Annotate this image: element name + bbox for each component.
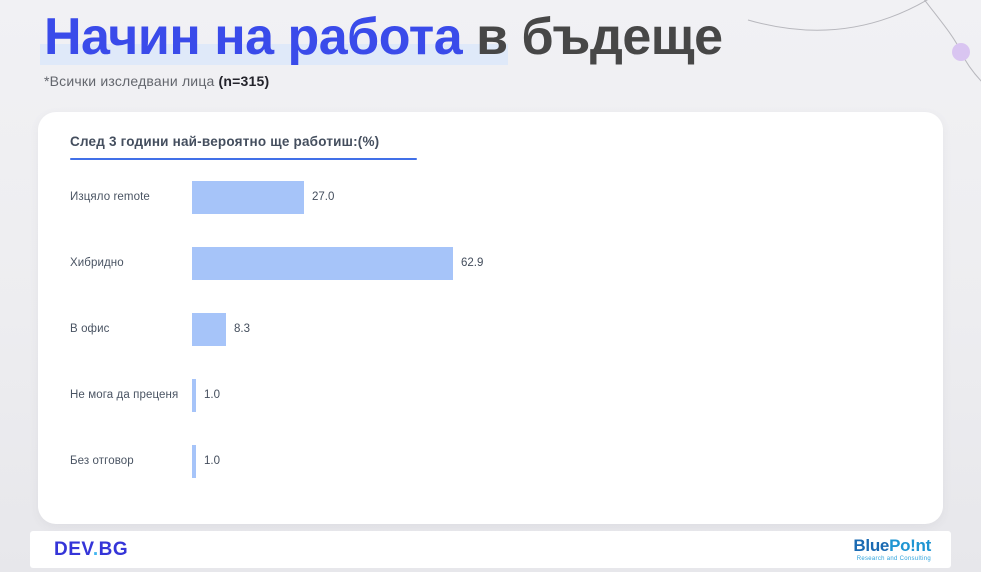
category-label: Без отговор — [70, 455, 134, 467]
devbg-logo-part1: DEV — [54, 538, 93, 560]
category-label: Не мога да преценя — [70, 389, 179, 401]
value-label: 27.0 — [312, 191, 335, 203]
bar-chart: Изцяло remote 27.0 Хибридно 62.9 В офис … — [70, 164, 911, 494]
bar — [192, 246, 453, 280]
bar — [192, 312, 226, 346]
devbg-logo-dot: . — [92, 538, 99, 560]
bar-row: Изцяло remote 27.0 — [70, 164, 911, 230]
bluepoint-word-point: Po!nt — [889, 536, 931, 555]
devbg-logo-part2: BG — [98, 538, 129, 560]
bar-row: Хибридно 62.9 — [70, 230, 911, 296]
subtitle-text: *Всички изследвани лица — [44, 73, 215, 90]
subtitle: *Всички изследвани лица (n=315) — [44, 73, 723, 89]
bar-area: 8.3 — [192, 312, 250, 346]
bar-area: 1.0 — [192, 444, 220, 478]
page-title-accent: Начин на работа — [44, 8, 463, 66]
page-title-rest: в бъдеще — [476, 8, 723, 66]
decorative-dot-icon — [952, 43, 970, 61]
bar-area: 62.9 — [192, 246, 484, 280]
title-highlight — [40, 44, 508, 65]
category-label: Хибридно — [70, 257, 124, 269]
sample-size: (n=315) — [218, 73, 270, 90]
bar — [192, 180, 304, 214]
bar-row: В офис 8.3 — [70, 296, 911, 362]
page-title: Начин на работа в бъдеще — [44, 8, 723, 66]
bar — [192, 444, 196, 478]
decorative-arc — [747, 0, 929, 31]
decorative-arc — [923, 0, 981, 82]
decorative-arcs — [747, 0, 981, 82]
value-label: 1.0 — [204, 389, 220, 401]
chart-card: След 3 години най-вероятно ще работиш:(%… — [38, 112, 943, 524]
devbg-logo: DEV.BG — [54, 539, 128, 561]
bar-area: 1.0 — [192, 378, 220, 412]
bluepoint-logo: BluePo!nt Research and Consulting — [853, 537, 931, 562]
value-label: 62.9 — [461, 257, 484, 269]
chart-title: След 3 години най-вероятно ще работиш:(%… — [70, 134, 380, 149]
bluepoint-wordmark: BluePo!nt — [853, 537, 931, 554]
bar-row: Не мога да преценя 1.0 — [70, 362, 911, 428]
header: Начин на работа в бъдеще *Всички изследва… — [40, 8, 723, 89]
bar-area: 27.0 — [192, 180, 335, 214]
chart-title-underline — [70, 158, 417, 160]
bar-row: Без отговор 1.0 — [70, 428, 911, 494]
value-label: 8.3 — [234, 323, 250, 335]
bluepoint-word-blue: Blue — [853, 536, 890, 555]
category-label: В офис — [70, 323, 110, 335]
footer: DEV.BG BluePo!nt Research and Consulting — [30, 531, 951, 568]
category-label: Изцяло remote — [70, 191, 150, 203]
bar — [192, 378, 196, 412]
value-label: 1.0 — [204, 455, 220, 467]
bluepoint-tagline: Research and Consulting — [856, 556, 931, 562]
